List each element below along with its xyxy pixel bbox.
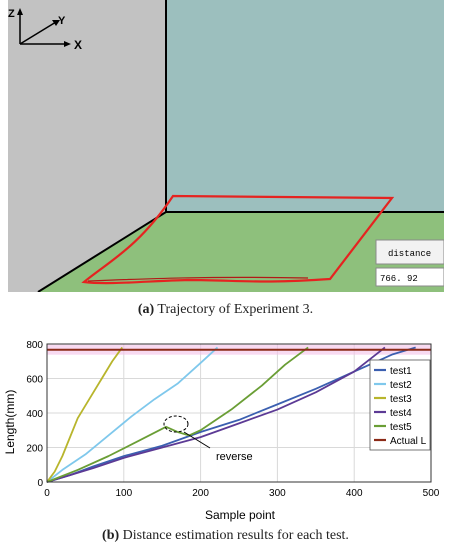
x-axis-label: Sample point bbox=[205, 508, 276, 522]
x-tick-label: 200 bbox=[192, 488, 209, 499]
chart-lines bbox=[46, 346, 431, 483]
x-tick-label: 500 bbox=[423, 488, 440, 499]
series-line-test1 bbox=[46, 346, 416, 483]
back-wall bbox=[166, 0, 444, 212]
trajectory-trace bbox=[87, 276, 309, 282]
series-line-test4 bbox=[46, 346, 386, 483]
caption-a: (a) Trajectory of Experiment 3. bbox=[0, 302, 451, 318]
chart-ticks: 0 100 200 300 400 500 0 200 400 600 800 bbox=[26, 340, 439, 499]
x-tick-label: 100 bbox=[115, 488, 132, 499]
trajectory-scene: Z Y X distance 766. 92 bbox=[8, 0, 444, 292]
legend-box bbox=[369, 359, 431, 451]
series-line-test3 bbox=[46, 346, 123, 483]
series-line-test5 bbox=[46, 346, 309, 483]
y-tick-label: 800 bbox=[26, 340, 43, 351]
legend-entry: Actual L bbox=[390, 436, 427, 447]
series-line-test2 bbox=[46, 346, 219, 483]
floor-diagonal-edge bbox=[37, 211, 167, 292]
caption-b: (b) Distance estimation results for each… bbox=[0, 528, 451, 544]
caption-a-text: Trajectory of Experiment 3. bbox=[154, 302, 314, 317]
floor bbox=[38, 212, 444, 292]
x-tick-label: 400 bbox=[346, 488, 363, 499]
y-axis-label: Length(mm) bbox=[3, 390, 17, 455]
distance-value: 766. 92 bbox=[380, 274, 418, 284]
chart-legend: test1 test2 test3 test4 test5 Actual L bbox=[369, 359, 431, 451]
reverse-annotation: reverse bbox=[216, 451, 253, 463]
legend-entry: test4 bbox=[390, 408, 412, 419]
y-tick-label: 0 bbox=[37, 478, 43, 489]
legend-entry: test2 bbox=[390, 380, 412, 391]
caption-b-text: Distance estimation results for each tes… bbox=[119, 528, 349, 543]
y-tick-label: 600 bbox=[26, 375, 43, 386]
plot-frame bbox=[46, 343, 432, 483]
distance-label: distance bbox=[388, 249, 431, 259]
distance-panel: distance 766. 92 bbox=[375, 239, 444, 287]
x-tick-label: 0 bbox=[44, 488, 50, 499]
legend-entry: test1 bbox=[390, 366, 412, 377]
distance-chart: 0 100 200 300 400 500 0 200 400 600 800 Sample poi… bbox=[3, 340, 440, 522]
axis-x-label: X bbox=[74, 38, 82, 52]
reverse-arrow bbox=[183, 431, 211, 449]
axis-y-label: Y bbox=[58, 15, 66, 27]
legend-entry: test5 bbox=[390, 422, 412, 433]
caption-b-label: (b) bbox=[102, 528, 120, 543]
legend-entry: test3 bbox=[390, 394, 412, 405]
axis-indicator: Z Y X bbox=[8, 8, 82, 52]
y-tick-label: 200 bbox=[26, 444, 43, 455]
axis-z-label: Z bbox=[8, 8, 15, 20]
caption-a-label: (a) bbox=[137, 302, 155, 317]
trajectory-path bbox=[81, 194, 395, 285]
y-tick-label: 400 bbox=[26, 409, 43, 420]
reverse-ellipse bbox=[163, 415, 189, 433]
x-tick-label: 300 bbox=[269, 488, 286, 499]
